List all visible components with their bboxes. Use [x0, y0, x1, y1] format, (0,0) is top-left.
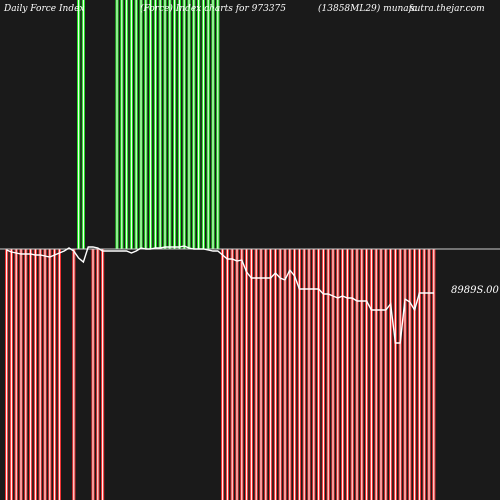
bar-core — [433, 249, 435, 500]
bar-core — [222, 249, 224, 500]
bar-core — [385, 249, 387, 500]
bar-core — [423, 249, 425, 500]
bar-core — [154, 0, 156, 249]
bar-core — [15, 249, 17, 500]
bar-core — [399, 249, 401, 500]
bar-core — [390, 249, 392, 500]
bar-core — [380, 249, 382, 500]
header-title-mid: (Force) Index charts for 973375 — [140, 3, 286, 14]
bar-core — [202, 0, 204, 249]
header-title-right: (13858ML29) munafa — [318, 3, 417, 14]
bar-core — [49, 249, 51, 500]
bar-core — [73, 249, 75, 500]
bar-core — [361, 249, 363, 500]
bar-core — [246, 249, 248, 500]
bar-core — [394, 249, 396, 500]
bar-core — [174, 0, 176, 249]
bar-core — [226, 249, 228, 500]
bar-core — [20, 249, 22, 500]
bar-core — [255, 249, 257, 500]
bar-core — [308, 249, 310, 500]
header-title-left: Daily Force Index — [3, 4, 85, 14]
bar-core — [217, 0, 219, 249]
bar-core — [78, 0, 80, 249]
bar-core — [212, 0, 214, 249]
bar-core — [356, 249, 358, 500]
bar-core — [303, 249, 305, 500]
bar-core — [6, 249, 8, 500]
bar-core — [183, 0, 185, 249]
bar-core — [82, 0, 84, 249]
force-bars — [5, 0, 436, 500]
bar-core — [193, 0, 195, 249]
bar-core — [289, 249, 291, 500]
bar-core — [102, 249, 104, 500]
bar-core — [116, 0, 118, 249]
bar-core — [322, 249, 324, 500]
header-site: sutra.thejar.com — [410, 4, 485, 14]
bar-core — [337, 249, 339, 500]
bar-core — [270, 249, 272, 500]
bar-core — [198, 0, 200, 249]
bar-core — [164, 0, 166, 249]
bar-core — [231, 249, 233, 500]
price-line — [6, 245, 434, 344]
bar-core — [298, 249, 300, 500]
bar-core — [236, 249, 238, 500]
bar-core — [279, 249, 281, 500]
bar-core — [169, 0, 171, 249]
bar-core — [121, 0, 123, 249]
bar-core — [58, 249, 60, 500]
bar-core — [318, 249, 320, 500]
bar-core — [178, 0, 180, 249]
bar-core — [418, 249, 420, 500]
bar-core — [414, 249, 416, 500]
bar-core — [346, 249, 348, 500]
bar-core — [313, 249, 315, 500]
bar-core — [294, 249, 296, 500]
bar-core — [241, 249, 243, 500]
bar-core — [188, 0, 190, 249]
bar-core — [92, 249, 94, 500]
bar-core — [159, 0, 161, 249]
bar-core — [150, 0, 152, 249]
bar-core — [428, 249, 430, 500]
bar-core — [375, 249, 377, 500]
bar-core — [327, 249, 329, 500]
bar-core — [10, 249, 12, 500]
bar-core — [274, 249, 276, 500]
bar-core — [54, 249, 56, 500]
bar-core — [404, 249, 406, 500]
bar-core — [140, 0, 142, 249]
bar-core — [366, 249, 368, 500]
bar-core — [39, 249, 41, 500]
bar-core — [284, 249, 286, 500]
bar-core — [207, 0, 209, 249]
bar-core — [135, 0, 137, 249]
bar-core — [34, 249, 36, 500]
bar-core — [260, 249, 262, 500]
price-label: 8989S.00 — [451, 285, 499, 296]
bar-core — [130, 0, 132, 249]
bar-core — [44, 249, 46, 500]
bar-core — [265, 249, 267, 500]
bar-core — [351, 249, 353, 500]
bar-core — [30, 249, 32, 500]
bar-core — [97, 249, 99, 500]
bar-core — [332, 249, 334, 500]
bar-core — [126, 0, 128, 249]
bar-core — [145, 0, 147, 249]
bar-core — [250, 249, 252, 500]
bar-core — [342, 249, 344, 500]
bar-core — [370, 249, 372, 500]
bar-core — [25, 249, 27, 500]
bar-core — [409, 249, 411, 500]
